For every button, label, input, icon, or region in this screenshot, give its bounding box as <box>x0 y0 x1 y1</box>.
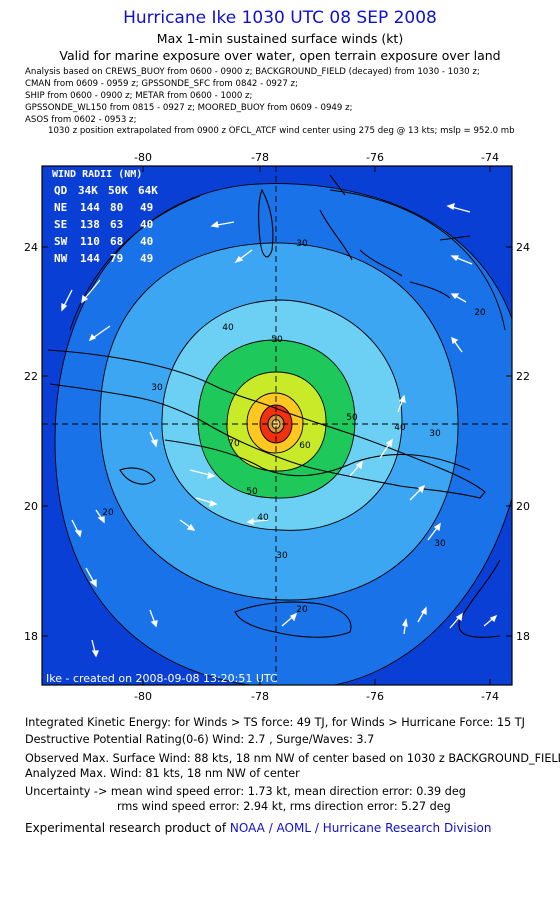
validity-note: Valid for marine exposure over water, op… <box>59 48 501 63</box>
wind-map: -80 -78 -76 -74 -80 -78 -76 -74 24 22 20… <box>24 151 530 703</box>
wind-radii-cell: 63 <box>110 218 123 231</box>
wind-radii-cell: 40 <box>140 235 153 248</box>
lat-tick-left: 20 <box>24 500 38 513</box>
wind-radii-cell: 49 <box>140 201 153 214</box>
cuba-outline <box>47 349 486 499</box>
wind-radii-cell: 40 <box>140 218 153 231</box>
contour-label: 50 <box>246 487 258 497</box>
bahamas-islands <box>319 174 471 299</box>
lon-tick-top: -74 <box>481 151 499 164</box>
andros-island <box>258 188 274 258</box>
lat-tick-right: 24 <box>516 241 530 254</box>
analyzed-max-line: Analyzed Max. Wind: 81 kts, 18 nm NW of … <box>25 767 300 780</box>
ike-line: Integrated Kinetic Energy: for Winds > T… <box>25 716 525 729</box>
source-line: GPSSONDE_WL150 from 0815 - 0927 z; MOORE… <box>25 103 353 113</box>
page-subtitle: Max 1-min sustained surface winds (kt) <box>156 31 404 46</box>
wind-radii-header: 50K <box>108 184 128 197</box>
contour-label: 20 <box>296 605 308 615</box>
contour-label: 30 <box>151 383 163 393</box>
lat-tick-left: 18 <box>24 630 38 643</box>
observed-max-line: Observed Max. Surface Wind: 88 kts, 18 n… <box>25 752 560 765</box>
wind-radii-table: WIND RADII (NM) QD 34K 50K 64K NE 144 80… <box>52 169 158 265</box>
wind-radii-cell: 49 <box>140 252 153 265</box>
lat-tick-right: 22 <box>516 370 530 383</box>
wind-radii-cell: 110 <box>80 235 100 248</box>
contour-label: 20 <box>102 508 114 518</box>
lon-tick-bottom: -74 <box>481 690 499 703</box>
wind-radii-cell: SE <box>54 218 67 231</box>
uncertainty-rms-line: rms wind speed error: 2.94 kt, rms direc… <box>117 800 451 813</box>
wind-radii-cell: 144 <box>80 201 100 214</box>
wind-radii-cell: SW <box>54 235 68 248</box>
wind-radii-header: QD <box>54 184 68 197</box>
contour-label: 50 <box>346 413 358 423</box>
cuba-south-coast <box>164 439 471 477</box>
contour-label: 40 <box>222 323 234 333</box>
contour-label: 30 <box>276 551 288 561</box>
lon-tick-bottom: -78 <box>251 690 269 703</box>
wind-radii-cell: 144 <box>80 252 100 265</box>
lat-tick-right: 18 <box>516 630 530 643</box>
lat-tick-left: 22 <box>24 370 38 383</box>
position-note: 1030 z position extrapolated from 0900 z… <box>48 126 515 136</box>
lon-tick-bottom: -80 <box>134 690 152 703</box>
wind-radii-cell: 68 <box>110 235 123 248</box>
source-line: Analysis based on CREWS_BUOY from 0600 -… <box>25 67 480 77</box>
drp-line: Destructive Potential Rating(0-6) Wind: … <box>25 733 375 746</box>
wind-radii-cell: 138 <box>80 218 100 231</box>
wind-radii-cell: NW <box>54 252 68 265</box>
credit-line: Experimental research product of NOAA / … <box>25 821 491 835</box>
jamaica-outline <box>234 601 352 638</box>
contour-label: 30 <box>429 429 441 439</box>
lat-tick-left: 24 <box>24 241 38 254</box>
contour-label: 30 <box>296 239 308 249</box>
wind-radii-cell: NE <box>54 201 67 214</box>
wind-radii-header: 64K <box>138 184 158 197</box>
lon-tick-top: -78 <box>251 151 269 164</box>
wind-radii-cell: 79 <box>110 252 123 265</box>
credit-prefix: Experimental research product of <box>25 821 230 835</box>
wind-radii-cell: 80 <box>110 201 123 214</box>
lon-tick-top: -76 <box>366 151 384 164</box>
wind-radii-header: 34K <box>78 184 98 197</box>
map-credit: Ike - created on 2008-09-08 13:20:51 UTC <box>46 672 278 685</box>
hrd-link[interactable]: NOAA / AOML / Hurricane Research Divisio… <box>229 821 492 835</box>
wind-radii-title: WIND RADII (NM) <box>52 169 142 180</box>
lat-tick-right: 20 <box>516 500 530 513</box>
source-line: SHIP from 0600 - 0900 z; METAR from 0600… <box>25 91 253 101</box>
source-line: CMAN from 0609 - 0959 z; GPSSONDE_SFC fr… <box>25 79 298 89</box>
lon-tick-top: -80 <box>134 151 152 164</box>
lon-tick-bottom: -76 <box>366 690 384 703</box>
contour-label: 40 <box>257 513 269 523</box>
contour-label: 30 <box>434 539 446 549</box>
uncertainty-line: Uncertainty -> mean wind speed error: 1.… <box>25 785 466 798</box>
contour-label: 60 <box>299 441 311 451</box>
contour-label: 70 <box>228 439 240 449</box>
page-title: Hurricane Ike 1030 UTC 08 SEP 2008 <box>123 8 437 28</box>
isla-juventud <box>119 467 156 485</box>
contour-label: 20 <box>474 308 486 318</box>
contour-label: 40 <box>394 423 406 433</box>
contour-label: 50 <box>271 335 283 345</box>
source-line: ASOS from 0602 - 0953 z; <box>25 115 137 125</box>
